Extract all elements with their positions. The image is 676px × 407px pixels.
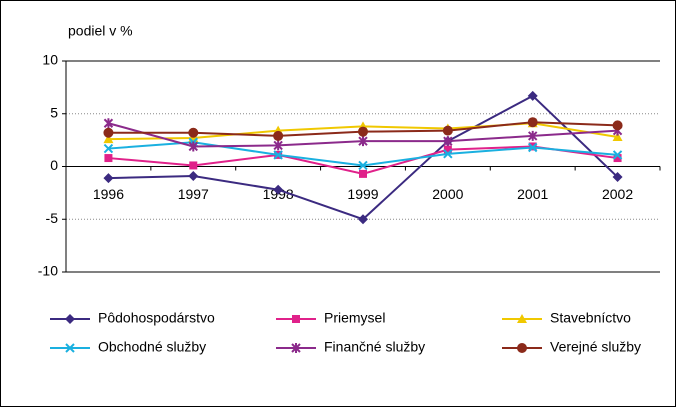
data-point [273,140,283,151]
data-point [103,173,114,184]
x-tick-label: 2000 [432,186,463,202]
legend-marker [292,315,300,323]
data-point [103,118,114,129]
y-tick-label: -10 [38,263,58,279]
data-point [443,145,452,154]
legend-label: Stavebníctvo [550,310,631,326]
legend-label: Finančné služby [324,339,425,355]
data-point [612,150,623,160]
data-point [612,131,623,141]
y-tick-label: 0 [50,157,58,173]
legend-marker [517,314,527,323]
data-point [358,160,368,171]
data-point [527,90,538,101]
data-point [188,141,198,152]
legend-marker [517,343,527,353]
x-tick-label: 2002 [602,186,633,202]
data-point [443,149,453,159]
data-point [612,172,623,183]
data-point [443,136,453,147]
data-point [527,117,538,128]
data-point [612,120,623,131]
x-tick-label: 1996 [93,186,124,202]
data-point [273,130,284,141]
data-point [358,136,368,147]
data-point [273,184,284,195]
x-tick-label: 1999 [347,186,378,202]
data-point [104,154,113,163]
y-tick-label: -5 [46,210,59,226]
data-point [189,161,198,170]
legend-label: Priemysel [324,310,385,326]
legend-label: Verejné služby [550,339,641,355]
x-tick-label: 1997 [178,186,209,202]
legend-label: Pôdohospodárstvo [98,310,215,326]
data-point [359,169,367,178]
data-point [528,142,538,153]
data-point [528,130,538,141]
y-axis-label: podiel v % [68,23,133,39]
data-point [188,127,199,138]
data-point [273,150,283,160]
legend-label: Obchodné služby [98,339,206,355]
data-point [103,134,114,144]
data-point [103,143,114,154]
data-point [188,170,199,181]
legend-marker [291,343,301,353]
x-tick-label: 2001 [517,186,548,202]
data-point [358,214,368,225]
data-point [358,126,368,137]
legend-marker [65,343,75,353]
data-point [442,125,453,136]
data-point [103,127,114,138]
y-tick-label: 5 [50,104,58,120]
data-point [613,154,622,163]
y-tick-label: 10 [42,52,58,68]
legend-marker [65,314,75,324]
